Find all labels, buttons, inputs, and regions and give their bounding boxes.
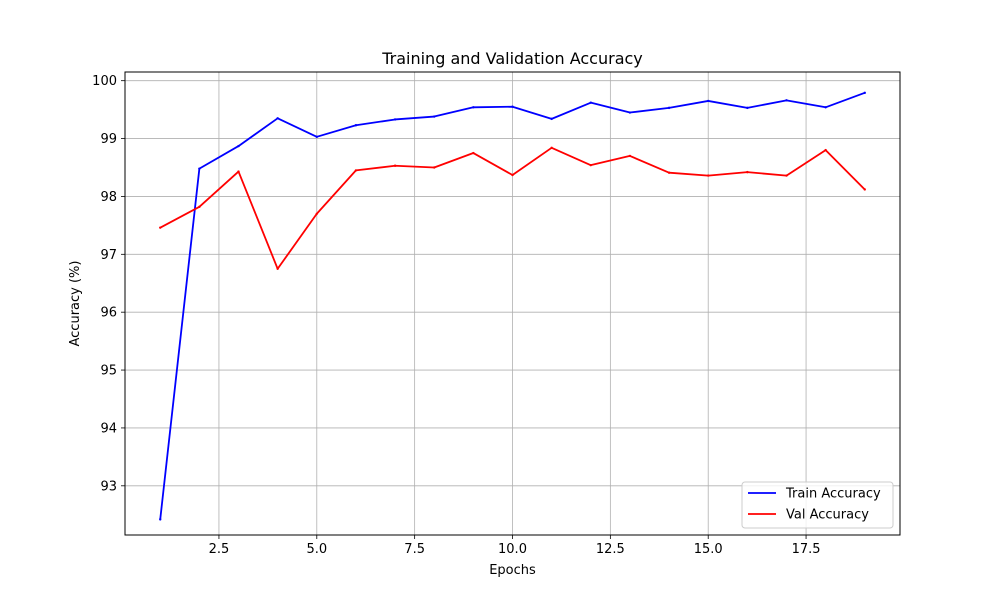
data-point-val-accuracy [746,170,749,174]
data-point-train-accuracy [785,99,788,102]
data-point-train-accuracy [511,105,514,108]
data-point-train-accuracy [198,167,201,170]
y-tick-label: 97 [100,248,117,263]
x-axis-label: Epochs [489,563,536,578]
y-axis-label: Accuracy (%) [68,261,83,347]
data-point-train-accuracy [824,106,827,109]
data-point-val-accuracy [433,166,436,169]
data-point-train-accuracy [863,91,866,95]
y-tick-label: 99 [100,132,117,147]
data-point-train-accuracy [393,118,397,121]
data-point-val-accuracy [550,146,553,150]
x-tick-label: 2.5 [209,542,230,557]
data-point-train-accuracy [433,115,436,118]
data-point-val-accuracy [237,170,240,173]
y-tick-label: 100 [92,74,117,89]
x-tick-label: 15.0 [694,542,723,557]
data-point-train-accuracy [315,135,318,139]
y-tick-label: 96 [100,306,117,321]
data-point-val-accuracy [393,164,397,167]
grid-lines [125,72,900,535]
data-point-train-accuracy [472,106,475,109]
data-point-val-accuracy [315,212,318,215]
y-tick-label: 98 [100,190,117,205]
data-point-train-accuracy [589,101,592,104]
data-point-train-accuracy [550,117,553,121]
data-point-train-accuracy [276,117,279,120]
data-point-val-accuracy [628,154,632,158]
data-point-train-accuracy [707,99,710,103]
data-point-train-accuracy [354,124,358,127]
data-point-train-accuracy [628,111,632,114]
x-tick-label: 5.0 [306,542,327,557]
data-point-val-accuracy [511,173,514,177]
y-tick-label: 95 [100,364,117,379]
legend-label-val-accuracy: Val Accuracy [786,508,869,523]
x-tick-label: 7.5 [404,542,425,557]
data-point-train-accuracy [746,106,749,110]
data-point-val-accuracy [472,151,475,155]
legend: Train Accuracy Val Accuracy [741,481,894,529]
data-point-val-accuracy [198,205,201,209]
x-tick-label: 12.5 [596,542,625,557]
data-point-val-accuracy [863,188,866,191]
data-point-val-accuracy [354,169,358,172]
legend-box [741,481,894,529]
data-point-train-accuracy [237,144,240,148]
data-point-train-accuracy [159,518,162,521]
y-tick-label: 94 [100,421,117,436]
data-point-val-accuracy [824,148,827,152]
data-point-train-accuracy [667,106,671,110]
data-point-val-accuracy [707,174,710,177]
axis-ticks: 2.5 5.0 7.5 10.0 12.5 15.0 17.5 93 94 95 96 97 98 99 1… [92,74,820,557]
data-point-val-accuracy [667,171,671,174]
x-tick-label: 10.0 [498,542,527,557]
data-point-val-accuracy [589,163,592,167]
series-lines [159,91,866,521]
legend-label-train-accuracy: Train Accuracy [785,487,881,502]
data-point-val-accuracy [785,174,788,177]
y-tick-label: 93 [100,479,117,494]
data-point-val-accuracy [159,226,162,229]
x-tick-label: 17.5 [792,542,821,557]
chart-title: Training and Validation Accuracy [381,49,643,68]
data-point-val-accuracy [276,267,279,270]
